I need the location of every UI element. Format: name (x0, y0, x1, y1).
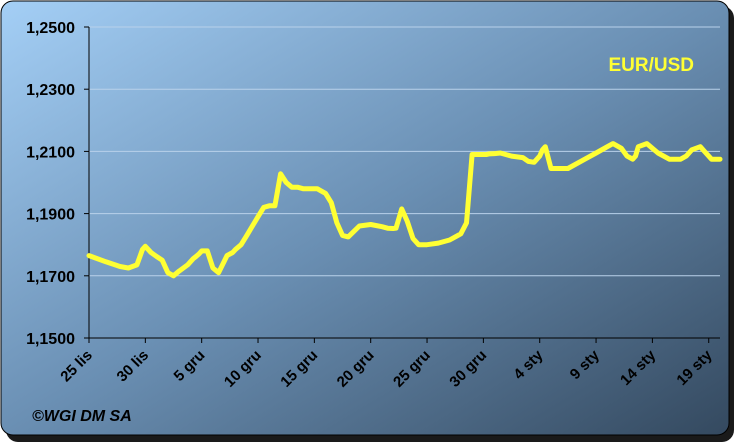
y-tick-label: 1,2500 (26, 20, 75, 37)
axes (84, 26, 720, 343)
y-tick-labels: 1,1500 1,1700 1,1900 1,2100 1,2300 1,2500 (26, 20, 75, 348)
series-line-eur-usd (86, 141, 723, 279)
y-tick-label: 1,2100 (26, 144, 75, 161)
series-lines (86, 141, 723, 279)
chart-background (0, 0, 730, 436)
y-tick-label: 1,2300 (26, 82, 75, 99)
series-label: EUR/USD (608, 55, 694, 76)
y-tick-label: 1,1500 (26, 331, 75, 348)
copyright-text: ©WGI DM SA (32, 408, 132, 425)
y-tick-label: 1,1700 (26, 269, 75, 286)
y-tick-label: 1,1900 (26, 207, 75, 224)
